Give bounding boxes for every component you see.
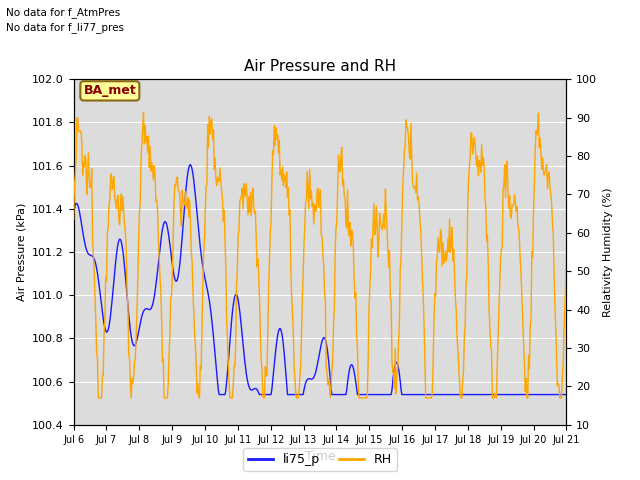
Y-axis label: Relativity Humidity (%): Relativity Humidity (%): [603, 187, 612, 317]
Title: Air Pressure and RH: Air Pressure and RH: [244, 59, 396, 74]
Text: BA_met: BA_met: [83, 84, 136, 97]
X-axis label: Time: Time: [305, 450, 335, 463]
Y-axis label: Air Pressure (kPa): Air Pressure (kPa): [17, 203, 27, 301]
Text: No data for f_AtmPres: No data for f_AtmPres: [6, 7, 121, 18]
Legend: li75_p, RH: li75_p, RH: [243, 448, 397, 471]
Text: No data for f_li77_pres: No data for f_li77_pres: [6, 22, 124, 33]
